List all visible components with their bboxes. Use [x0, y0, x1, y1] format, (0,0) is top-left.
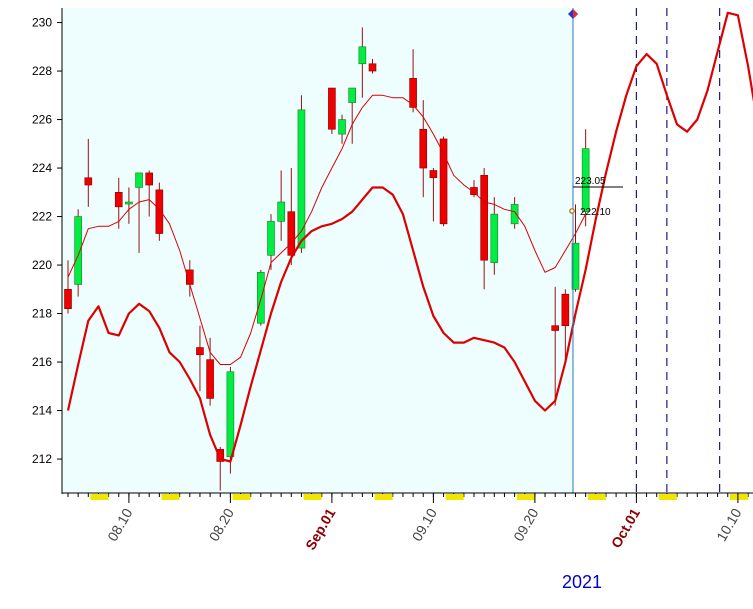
weekend-marker — [658, 494, 677, 500]
candle-body — [338, 119, 346, 135]
candle-body — [551, 325, 560, 331]
candle-body — [226, 371, 235, 457]
current-date-marker-half — [573, 9, 578, 19]
ma-price-label: 222.10 — [580, 207, 611, 218]
y-tick-label: 220 — [32, 258, 52, 272]
candle-body — [328, 87, 336, 130]
weekend-marker — [729, 494, 748, 500]
ma-price-marker — [569, 208, 575, 214]
candle-body — [571, 242, 580, 290]
weekend-marker — [587, 494, 606, 500]
y-tick-label: 216 — [32, 355, 52, 369]
y-tick-label: 212 — [32, 452, 52, 466]
y-tick-label: 222 — [32, 210, 52, 224]
candle-body — [287, 211, 296, 256]
y-tick-label: 228 — [32, 64, 52, 78]
weekend-marker — [303, 494, 322, 500]
weekend-marker — [516, 494, 535, 500]
y-tick-label: 230 — [32, 16, 52, 30]
candle-body — [135, 172, 143, 188]
y-tick-label: 214 — [32, 404, 52, 418]
candles — [64, 27, 590, 491]
candle-body — [490, 213, 499, 263]
price-labels: 223.05 222.10 — [568, 9, 623, 218]
candle-body — [368, 63, 377, 72]
candle-body — [358, 46, 367, 65]
weekend-marker — [445, 494, 464, 500]
candle-body — [510, 204, 519, 225]
candle-body — [297, 109, 306, 249]
candle-body — [114, 192, 123, 208]
reference-lines — [635, 8, 721, 493]
y-tick-label: 226 — [32, 113, 52, 127]
y-tick-label: 224 — [32, 161, 52, 175]
candle-body — [216, 449, 225, 462]
candle-body — [561, 293, 570, 326]
year-label: 2021 — [562, 572, 602, 592]
candle-body — [409, 78, 417, 108]
candle-body — [267, 221, 275, 256]
average-lines — [66, 11, 753, 463]
candle-body — [64, 288, 72, 309]
weekend-marker — [232, 494, 251, 500]
candle-body — [155, 189, 164, 234]
candle-body — [206, 359, 214, 399]
candle-body — [74, 216, 82, 285]
y-tick-label: 218 — [32, 307, 52, 321]
candle-body — [196, 347, 204, 356]
candle-body — [581, 148, 590, 212]
moving-average-line — [67, 94, 587, 365]
candle-body — [480, 175, 488, 261]
weekend-marker — [374, 494, 393, 500]
weekend-marker — [161, 494, 180, 500]
weekend-marker — [90, 494, 109, 500]
candle-body — [125, 201, 133, 205]
last-price-label: 223.05 — [575, 176, 606, 187]
candle-body — [439, 138, 448, 225]
candle-body — [470, 187, 478, 196]
candle-body — [419, 128, 428, 169]
candle-body — [84, 177, 93, 186]
candle-body — [348, 87, 357, 103]
candle-body — [429, 170, 438, 179]
forecast-line — [66, 11, 753, 463]
candle-body — [145, 172, 153, 186]
candle-body — [277, 201, 285, 222]
